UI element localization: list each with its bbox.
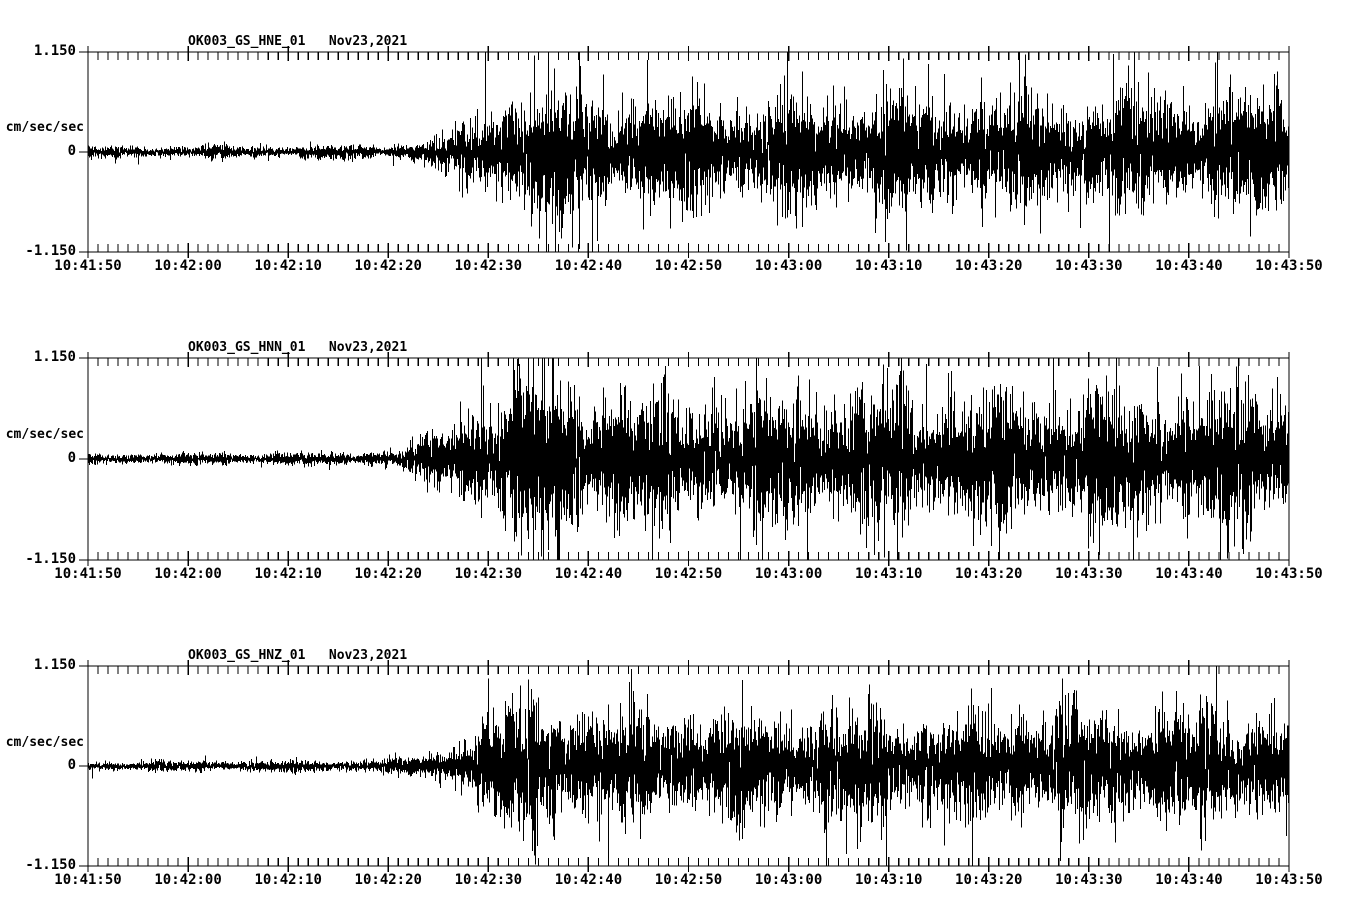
x-tick-label-hnn-2: 10:42:10 — [254, 566, 322, 582]
panel-title-hnn: OK003_GS_HNN_01 Nov23,2021 — [188, 340, 408, 355]
panel-title-hne: OK003_GS_HNE_01 Nov23,2021 — [188, 34, 408, 49]
x-tick-label-hne-8: 10:43:10 — [854, 258, 923, 274]
y-axis-unit-label-hnn: cm/sec/sec — [5, 427, 84, 442]
x-tick-label-hnn-5: 10:42:40 — [554, 566, 623, 582]
x-tick-label-hnz-2: 10:42:10 — [254, 872, 322, 888]
x-tick-label-hnn-10: 10:43:30 — [1055, 566, 1123, 582]
x-tick-label-hne-5: 10:42:40 — [554, 258, 623, 274]
x-tick-label-hne-9: 10:43:20 — [955, 258, 1023, 274]
y-tick-label-hnz-0: 1.150 — [33, 657, 76, 673]
x-tick-label-hnz-5: 10:42:40 — [554, 872, 623, 888]
x-tick-label-hnn-11: 10:43:40 — [1155, 566, 1223, 582]
x-tick-label-hne-0: 10:41:50 — [54, 258, 122, 274]
y-tick-label-hne-2: -1.150 — [25, 243, 76, 259]
x-tick-label-hne-2: 10:42:10 — [254, 258, 322, 274]
x-tick-label-hne-12: 10:43:50 — [1255, 258, 1323, 274]
y-axis-unit-label-hne: cm/sec/sec — [5, 120, 84, 135]
y-axis-unit-label-hnz: cm/sec/sec — [5, 735, 84, 750]
waveform-trace-hne — [88, 52, 1289, 252]
x-tick-label-hne-1: 10:42:00 — [154, 258, 222, 274]
y-tick-label-hnn-2: -1.150 — [25, 551, 76, 567]
x-tick-label-hnn-4: 10:42:30 — [454, 566, 523, 582]
x-tick-label-hnn-9: 10:43:20 — [955, 566, 1023, 582]
x-tick-label-hne-11: 10:43:40 — [1155, 258, 1223, 274]
x-tick-label-hnz-1: 10:42:00 — [154, 872, 222, 888]
x-tick-label-hne-7: 10:43:00 — [754, 258, 823, 274]
x-tick-label-hnz-0: 10:41:50 — [54, 872, 122, 888]
x-tick-label-hnz-3: 10:42:20 — [354, 872, 422, 888]
x-tick-label-hnz-8: 10:43:10 — [854, 872, 923, 888]
x-tick-label-hnn-0: 10:41:50 — [54, 566, 122, 582]
y-tick-label-hne-0: 1.150 — [33, 43, 76, 59]
waveform-trace-hnn — [88, 358, 1289, 560]
x-tick-label-hnn-3: 10:42:20 — [354, 566, 422, 582]
x-tick-label-hnz-11: 10:43:40 — [1155, 872, 1223, 888]
waveform-trace-hnz — [88, 666, 1289, 866]
y-tick-label-hnz-1: 0 — [67, 757, 76, 773]
x-tick-label-hnn-7: 10:43:00 — [754, 566, 823, 582]
x-tick-label-hnz-10: 10:43:30 — [1055, 872, 1123, 888]
x-tick-label-hnn-1: 10:42:00 — [154, 566, 222, 582]
x-tick-label-hnz-12: 10:43:50 — [1255, 872, 1323, 888]
x-tick-label-hnn-8: 10:43:10 — [854, 566, 923, 582]
plot-area-hne — [79, 46, 1290, 258]
plot-area-hnn — [79, 352, 1290, 566]
y-tick-label-hnz-2: -1.150 — [25, 857, 76, 873]
x-tick-label-hnn-12: 10:43:50 — [1255, 566, 1323, 582]
x-tick-label-hnn-6: 10:42:50 — [654, 566, 723, 582]
x-tick-label-hne-3: 10:42:20 — [354, 258, 422, 274]
x-tick-label-hne-6: 10:42:50 — [654, 258, 723, 274]
y-tick-label-hnn-1: 0 — [67, 450, 76, 466]
y-tick-label-hne-1: 0 — [67, 143, 76, 159]
x-tick-label-hnz-7: 10:43:00 — [754, 872, 823, 888]
plot-area-hnz — [79, 660, 1290, 872]
panel-title-hnz: OK003_GS_HNZ_01 Nov23,2021 — [188, 648, 408, 663]
x-tick-label-hnz-4: 10:42:30 — [454, 872, 523, 888]
x-tick-label-hne-10: 10:43:30 — [1055, 258, 1123, 274]
y-tick-label-hnn-0: 1.150 — [33, 349, 76, 365]
x-tick-label-hne-4: 10:42:30 — [454, 258, 523, 274]
x-tick-label-hnz-9: 10:43:20 — [955, 872, 1023, 888]
x-tick-label-hnz-6: 10:42:50 — [654, 872, 723, 888]
